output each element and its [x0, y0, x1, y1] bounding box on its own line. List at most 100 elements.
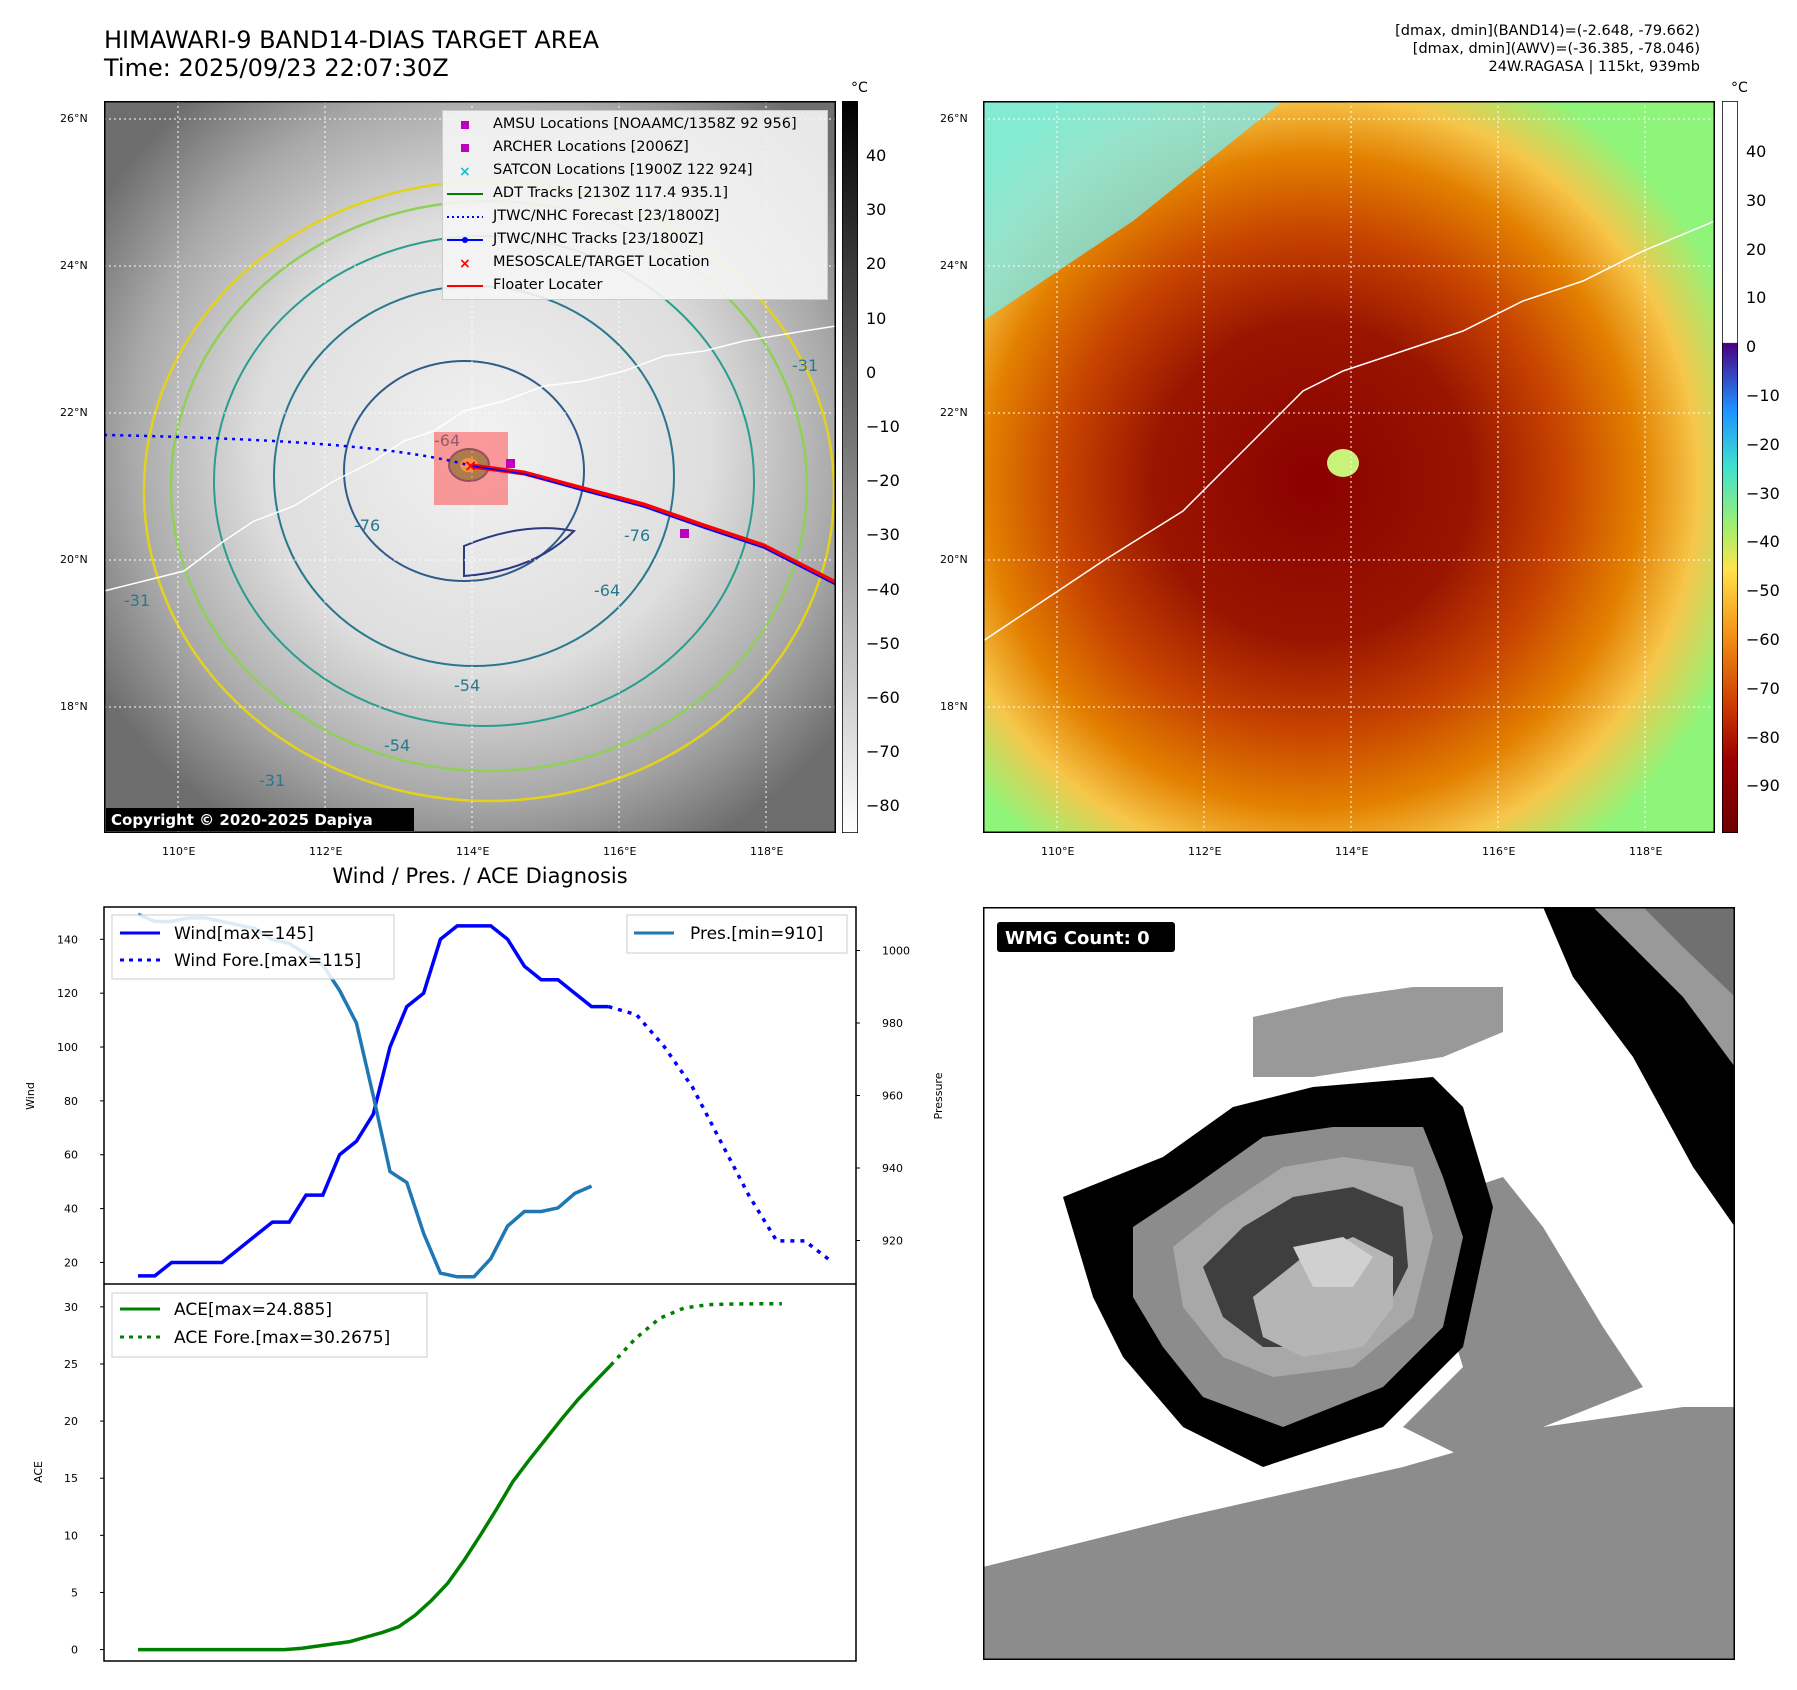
info-line-3: 24W.RAGASA | 115kt, 939mb: [1488, 59, 1700, 75]
wind-ylabel: Wind: [24, 1082, 37, 1110]
ace-legend: [111, 1292, 428, 1358]
lon-label: 116°E: [1482, 845, 1516, 858]
colorbar-tick-label: −10: [866, 417, 900, 436]
lon-label: 110°E: [162, 845, 196, 858]
ace-tick-label: 10: [64, 1529, 78, 1542]
legend-label: ARCHER Locations [2006Z]: [493, 139, 689, 155]
colorbar-tick-label: 40: [1746, 142, 1767, 161]
ace-tick-label: 15: [64, 1472, 78, 1485]
colorbar-tick-label: −80: [1746, 727, 1780, 747]
lon-label: 110°E: [1041, 845, 1075, 858]
colorbar-tick-label: −60: [1746, 630, 1780, 649]
ace-chart: ACE 0 5 10 15 20 25 30 ACE[max=24.885] ACE For…: [32, 1284, 857, 1662]
colorbar-tick-label: −70: [1746, 678, 1780, 698]
colorbar-tick-label: −80: [866, 796, 900, 816]
wind-series-line: [138, 924, 609, 1278]
legend-label: AMSU Locations [NOAAMC/1358Z 92 956]: [493, 116, 797, 132]
legend-wind-forecast: Wind Fore.[max=115]: [174, 951, 361, 971]
colorbar-tick-label: −30: [866, 525, 900, 545]
awv-colorbar: [1722, 101, 1738, 833]
colorbar-tick-label: 0: [1746, 337, 1757, 357]
lat-label: 20°N: [60, 553, 88, 566]
legend-marker: [447, 192, 483, 195]
contour-label: -76: [624, 526, 650, 545]
lon-label: 114°E: [1335, 845, 1369, 858]
colorbar-tick-label: −70: [866, 742, 900, 762]
colorbar-tick-label: −30: [1746, 483, 1780, 503]
colorbar-tick-label: −10: [1746, 386, 1780, 405]
wind-tick-label: 120: [57, 987, 78, 1000]
svg-text:×: ×: [459, 164, 471, 179]
wind-tick-label: 100: [57, 1041, 78, 1054]
colorbar-tick-label: 10: [866, 308, 887, 328]
legend-item: ADT Tracks [2130Z 117.4 935.1]: [443, 182, 827, 205]
pressure-tick-label: 940: [882, 1162, 903, 1175]
legend-item: × SATCON Locations [1900Z 122 924]: [443, 159, 827, 182]
lon-label: 112°E: [1188, 845, 1222, 858]
wind-tick-label: 140: [57, 933, 78, 946]
legend-marker: ×: [459, 164, 471, 179]
legend-wind: Wind[max=145]: [174, 924, 314, 944]
colorbar-tick-label: −50: [1746, 581, 1780, 601]
legend-item: AMSU Locations [NOAAMC/1358Z 92 956]: [443, 113, 827, 136]
legend-item: ARCHER Locations [2006Z]: [443, 136, 827, 159]
colorbar-unit: °C: [851, 80, 868, 96]
floater-track: [471, 463, 836, 586]
pressure-tick-label: 920: [882, 1235, 903, 1248]
pressure-ylabel: Pressure: [932, 1072, 945, 1119]
lat-label: 18°N: [60, 700, 88, 713]
colorbar-tick-label: −90: [1746, 776, 1780, 796]
colorbar-tick-label: −20: [866, 471, 900, 491]
ace-tick-label: 20: [64, 1415, 78, 1428]
map-legend: AMSU Locations [NOAAMC/1358Z 92 956] ARCH…: [442, 110, 828, 300]
lat-label: 24°N: [940, 259, 968, 272]
legend-label: ADT Tracks [2130Z 117.4 935.1]: [493, 185, 729, 201]
info-line-2: [dmax, dmin](AWV)=(-36.385, -78.046): [1412, 41, 1700, 57]
lat-label: 26°N: [940, 112, 968, 125]
legend-item: JTWC/NHC Forecast [23/1800Z]: [443, 205, 827, 228]
archer-marker: [680, 529, 689, 538]
contour-label: -64: [594, 581, 620, 600]
pressure-tick-label: 960: [882, 1090, 903, 1103]
pressure-tick-label: 980: [882, 1017, 903, 1030]
contour-label: -54: [454, 676, 480, 695]
wind-tick-label: 60: [64, 1149, 78, 1162]
wind-tick-label: 80: [64, 1095, 78, 1108]
ace-tick-label: 25: [64, 1358, 78, 1371]
ace-series-line: [138, 1364, 612, 1652]
ace-ylabel: ACE: [32, 1461, 45, 1483]
title-line-2: Time: 2025/09/23 22:07:30Z: [104, 54, 449, 82]
wind-legend: [111, 914, 395, 980]
title-line-1: HIMAWARI-9 BAND14-DIAS TARGET AREA: [104, 26, 600, 54]
storm-info: [dmax, dmin](BAND14)=(-2.648, -79.662) […: [1395, 22, 1700, 76]
contour-label: -31: [792, 356, 818, 375]
legend-item: × MESOSCALE/TARGET Location: [443, 251, 827, 274]
ace-tick-label: 0: [71, 1644, 78, 1657]
target-location-marker: ×: [464, 456, 477, 475]
legend-marker: [461, 120, 469, 129]
colorbar-tick-label: 20: [866, 254, 887, 274]
wind-tick-label: 40: [64, 1203, 78, 1216]
legend-marker: [447, 236, 483, 243]
wmg-panel: WMG Count: 0: [983, 907, 1735, 1660]
legend-item: JTWC/NHC Tracks [23/1800Z]: [443, 228, 827, 251]
ace-forecast-series-line: [609, 1302, 782, 1367]
legend-label: MESOSCALE/TARGET Location: [493, 254, 710, 270]
wind-pressure-chart: Wind Pressure 20 40 60 80 100 120 140 920 940 960…: [24, 906, 945, 1285]
colorbar-tick-label: −60: [866, 688, 900, 707]
ace-tick-label: 30: [64, 1301, 78, 1314]
lon-label: 118°E: [750, 845, 784, 858]
colorbar-tick-label: 20: [1746, 239, 1767, 259]
colorbar-unit: °C: [1731, 80, 1748, 96]
legend-marker: ×: [459, 256, 471, 271]
legend-marker: [447, 284, 483, 287]
contour-label: -54: [384, 736, 410, 755]
amsu-marker: [506, 459, 515, 468]
figure-title: HIMAWARI-9 BAND14-DIAS TARGET AREA Time:…: [104, 26, 599, 82]
colorbar-tick-label: −20: [1746, 434, 1780, 454]
colorbar-tick-label: −50: [866, 633, 900, 653]
legend-label: Floater Locater: [493, 277, 603, 293]
lat-label: 24°N: [60, 259, 88, 272]
legend-ace: ACE[max=24.885]: [174, 1300, 332, 1320]
colorbar-tick-label: 30: [866, 200, 887, 220]
